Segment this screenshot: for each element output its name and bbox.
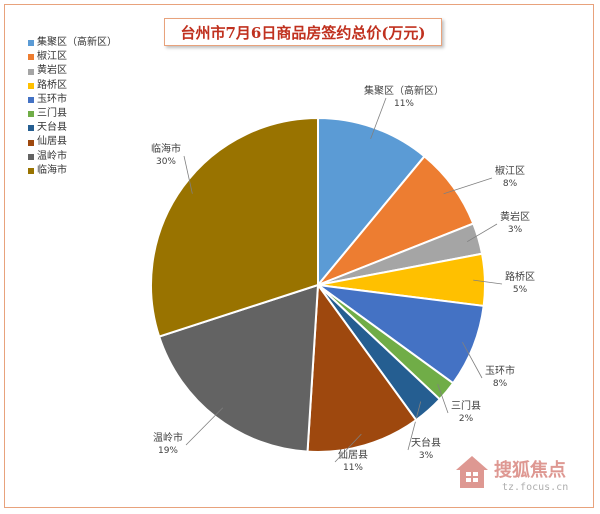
legend-item: 仙居县 (28, 135, 117, 149)
legend-label: 临海市 (37, 164, 67, 176)
legend-swatch (28, 54, 34, 61)
legend-swatch (28, 82, 34, 89)
slice-percent: 11% (394, 99, 414, 109)
leader-line (334, 433, 362, 463)
legend-swatch (28, 153, 34, 160)
leader-line (407, 401, 422, 451)
leader-line (466, 223, 498, 243)
slice-percent: 2% (459, 414, 474, 424)
slice-label: 玉环市 (485, 364, 515, 377)
chart-legend: 集聚区（高新区） 椒江区黄岩区路桥区玉环市三门县天台县仙居县温岭市临海市 (28, 36, 117, 178)
legend-label: 温岭市 (37, 150, 67, 162)
legend-label: 仙居县 (37, 136, 67, 148)
slice-label: 仙居县 (338, 448, 368, 461)
slice-label: 椒江区 (495, 164, 525, 177)
slice-label: 天台县 (411, 436, 441, 449)
slice-percent: 3% (508, 225, 523, 235)
pie-slice (157, 283, 320, 453)
slice-label: 路桥区 (505, 270, 535, 283)
house-logo-icon (456, 456, 488, 488)
legend-item: 椒江区 (28, 50, 117, 64)
legend-swatch (28, 96, 34, 103)
slice-percent: 19% (158, 446, 178, 456)
slice-label: 集聚区（高新区） (364, 84, 444, 97)
slice-percent: 8% (493, 379, 508, 389)
pie-slice (306, 282, 418, 453)
leader-line (185, 407, 224, 446)
legend-swatch (28, 68, 34, 75)
chart-title: 台州市7月6日商品房签约总价(万元) (180, 23, 426, 42)
legend-item: 天台县 (28, 121, 117, 135)
slice-percent: 11% (343, 463, 363, 473)
pie-slice (150, 116, 319, 338)
leader-line (370, 97, 387, 140)
slice-percent: 30% (156, 157, 176, 167)
slice-label: 临海市 (151, 142, 181, 155)
legend-label: 黄岩区 (37, 65, 67, 77)
legend-label: 三门县 (37, 108, 67, 120)
leader-line (473, 279, 503, 285)
legend-swatch (28, 40, 34, 47)
watermark-domain: tz.focus.cn (502, 482, 569, 493)
slice-label: 黄岩区 (500, 210, 530, 223)
slice-percent: 3% (419, 451, 434, 461)
legend-item: 路桥区 (28, 79, 117, 93)
slice-label: 温岭市 (153, 431, 183, 444)
legend-item: 玉环市 (28, 93, 117, 107)
leader-line (462, 341, 483, 379)
watermark-brand: 搜狐焦点 (494, 460, 566, 481)
slice-label: 三门县 (451, 399, 481, 412)
chart-title-box: 台州市7月6日商品房签约总价(万元) (164, 18, 442, 46)
legend-item: 温岭市 (28, 150, 117, 164)
slice-percent: 8% (503, 179, 518, 189)
legend-item: 临海市 (28, 164, 117, 178)
legend-swatch (28, 111, 34, 118)
leader-line (183, 155, 193, 194)
leader-line (443, 177, 493, 195)
legend-swatch (28, 139, 34, 146)
slice-percent: 5% (513, 285, 528, 295)
legend-label: 椒江区 (37, 51, 67, 63)
legend-label: 路桥区 (37, 79, 67, 91)
legend-label: 天台县 (37, 122, 67, 134)
legend-swatch (28, 167, 34, 174)
legend-swatch (28, 125, 34, 132)
leader-line (437, 383, 449, 414)
legend-label: 集聚区（高新区） (37, 37, 117, 48)
legend-label: 玉环市 (37, 93, 67, 105)
watermark: 搜狐焦点 tz.focus.cn (452, 452, 592, 502)
legend-item: 集聚区（高新区） (28, 36, 117, 50)
legend-item: 黄岩区 (28, 64, 117, 78)
legend-item: 三门县 (28, 107, 117, 121)
